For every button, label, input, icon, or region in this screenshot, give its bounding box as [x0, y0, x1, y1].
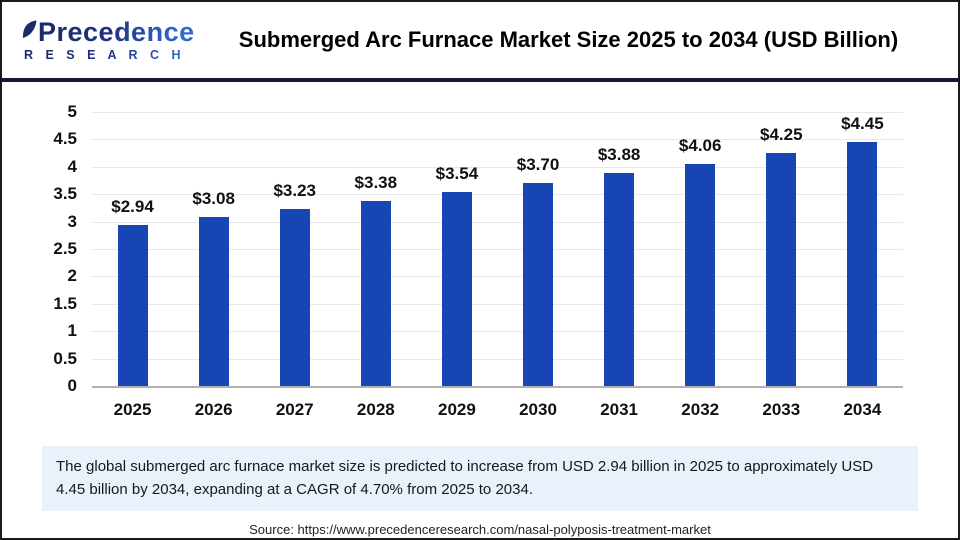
leaf-icon — [22, 20, 37, 38]
y-axis-tick-label: 0.5 — [53, 348, 77, 368]
bar — [198, 217, 229, 386]
bar-column: $3.23 — [254, 112, 335, 386]
bar — [604, 173, 635, 386]
y-axis-tick-label: 1 — [67, 321, 77, 341]
bar-column: $4.25 — [741, 112, 822, 386]
y-axis-tick-label: 1.5 — [53, 293, 77, 313]
bar-group: $2.94 $3.08 $3.23 $3.38 $3.54 $3.70 $3.88 $4.06… — [92, 112, 903, 386]
x-axis-label: 2027 — [275, 400, 314, 419]
logo-subtitle: R E S E A R C H — [22, 49, 207, 62]
bar — [685, 163, 716, 386]
bar — [117, 224, 148, 386]
bar-column: $3.54 — [416, 112, 497, 386]
bar-value-label: $2.94 — [111, 196, 154, 216]
gridline — [92, 166, 903, 168]
bar-value-label: $4.45 — [841, 114, 884, 134]
bar-column: $3.38 — [335, 112, 416, 386]
bar-value-label: $3.23 — [273, 181, 316, 200]
bar — [360, 200, 391, 386]
logo-name: Precedence — [38, 16, 195, 47]
gridline — [92, 112, 903, 113]
bar — [847, 142, 878, 386]
x-axis-label: 2030 — [519, 400, 557, 419]
bar-column: $3.88 — [579, 112, 660, 386]
x-axis-label: 2034 — [843, 400, 882, 419]
gridline — [92, 303, 903, 305]
gridline — [92, 249, 903, 250]
bar-value-label: $3.70 — [516, 155, 560, 175]
x-axis-label: 2031 — [600, 400, 639, 419]
gridline — [92, 358, 903, 360]
logo: Precedence R E S E A R C H — [22, 16, 207, 62]
bar-chart: 0 0.5 1 1.5 2 2.5 3 3.5 4 4.5 5 $2.94 $3.08 $3.23 $3.… — [53, 102, 903, 395]
x-axis-label: 2025 — [113, 400, 152, 419]
gridline — [92, 221, 903, 223]
bar-column: $3.08 — [173, 112, 254, 386]
bar-value-label: $4.25 — [760, 125, 803, 145]
y-axis-tick-label: 4 — [67, 156, 77, 176]
bar — [441, 192, 472, 386]
x-axis-label: 2028 — [356, 400, 395, 419]
bar — [279, 209, 310, 386]
bar — [523, 183, 554, 386]
y-axis-tick-label: 4.5 — [53, 129, 77, 149]
y-axis-tick-label: 5 — [67, 102, 77, 121]
x-axis-label: 2029 — [438, 400, 476, 419]
bar-value-label: $3.88 — [597, 145, 641, 165]
y-axis-tick-label: 3 — [67, 211, 77, 231]
bar-value-label: $3.38 — [354, 172, 398, 192]
source-text: Source: https://www.precedenceresearch.c… — [249, 522, 711, 537]
note-box: The global submerged arc furnace market … — [42, 446, 918, 511]
gridline — [92, 139, 903, 141]
bar-column: $4.45 — [822, 112, 903, 386]
bar-column: $2.94 — [92, 112, 173, 386]
bar-value-label: $3.54 — [435, 164, 479, 184]
header: Precedence R E S E A R C H Submerged Arc… — [2, 2, 958, 82]
page-title: Submerged Arc Furnace Market Size 2025 t… — [238, 27, 899, 52]
y-axis-tick-label: 2 — [67, 266, 77, 286]
bar-value-label: $4.06 — [678, 135, 722, 155]
y-axis-tick-label: 2.5 — [53, 239, 77, 258]
bar-column: $4.06 — [660, 112, 741, 386]
bar — [766, 153, 797, 386]
x-axis: 2025 2026 2027 2028 2029 2030 2031 2032 2033 2034 — [92, 400, 903, 420]
gridline — [92, 331, 903, 333]
gridline — [92, 276, 903, 278]
y-axis-tick-label: 0 — [67, 376, 77, 395]
bar-value-label: $3.08 — [192, 189, 235, 209]
x-axis-label: 2033 — [762, 400, 801, 419]
bar-column: $3.70 — [497, 112, 578, 386]
x-axis-label: 2032 — [681, 400, 720, 419]
note-text: The global submerged arc furnace market … — [56, 458, 874, 498]
y-axis-tick-label: 3.5 — [53, 184, 77, 204]
x-axis-label: 2026 — [194, 400, 233, 419]
gridline — [92, 194, 903, 196]
